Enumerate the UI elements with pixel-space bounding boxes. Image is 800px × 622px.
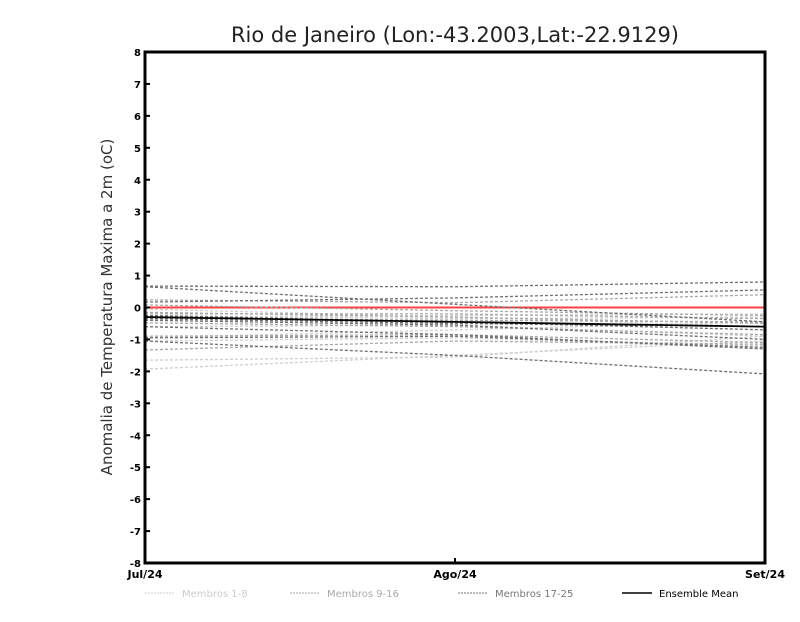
y-tick-label: -4 xyxy=(130,431,141,442)
y-tick-label: -7 xyxy=(130,527,141,538)
y-tick-label: -5 xyxy=(130,463,141,474)
legend-label: Membros 17-25 xyxy=(495,589,573,600)
chart-title: Rio de Janeiro (Lon:-43.2003,Lat:-22.912… xyxy=(231,23,679,47)
series-lines xyxy=(144,281,766,375)
x-tick-label: Set/24 xyxy=(745,568,785,581)
y-tick-label: 2 xyxy=(134,240,141,251)
y-tick-label: 6 xyxy=(134,112,141,123)
member-line xyxy=(144,289,766,303)
member-line xyxy=(144,286,766,323)
x-ticks: Jul/24 Ago/24 Set/24 xyxy=(126,558,785,581)
legend-label: Membros 9-16 xyxy=(327,589,399,600)
y-tick-label: -3 xyxy=(130,399,141,410)
x-tick-label: Jul/24 xyxy=(126,568,162,581)
member-line xyxy=(144,304,766,317)
legend: Membros 1-8 Membros 9-16 Membros 17-25 Ense… xyxy=(145,589,738,600)
member-line xyxy=(145,313,766,320)
y-tick-label: -2 xyxy=(130,367,141,378)
y-tick-label: 1 xyxy=(134,272,141,283)
y-tick-label: 3 xyxy=(134,208,141,219)
y-tick-label: 5 xyxy=(134,144,141,155)
y-tick-label: 4 xyxy=(134,176,141,187)
y-tick-label: 8 xyxy=(134,48,141,59)
y-tick-label: 0 xyxy=(134,304,141,315)
member-line xyxy=(144,322,766,336)
y-ticks: -8 -7 -6 -5 -4 -3 -2 -1 0 1 2 3 4 5 6 7 8 xyxy=(130,48,150,570)
ensemble-mean-line xyxy=(144,316,766,328)
y-tick-label: -8 xyxy=(130,559,141,570)
member-line xyxy=(144,340,766,375)
y-tick-label: 7 xyxy=(134,80,141,91)
legend-label: Ensemble Mean xyxy=(659,589,738,600)
member-line xyxy=(144,335,766,349)
member-line xyxy=(144,311,766,325)
y-axis-label: Anomalia de Temperatura Maxima a 2m (oC) xyxy=(98,139,116,476)
member-line xyxy=(144,281,766,288)
y-tick-label: -6 xyxy=(130,495,141,506)
legend-label: Membros 1-8 xyxy=(182,589,248,600)
member-line xyxy=(144,319,766,341)
x-tick-label: Ago/24 xyxy=(433,568,477,581)
member-line xyxy=(144,294,766,304)
y-tick-label: -1 xyxy=(130,335,141,346)
